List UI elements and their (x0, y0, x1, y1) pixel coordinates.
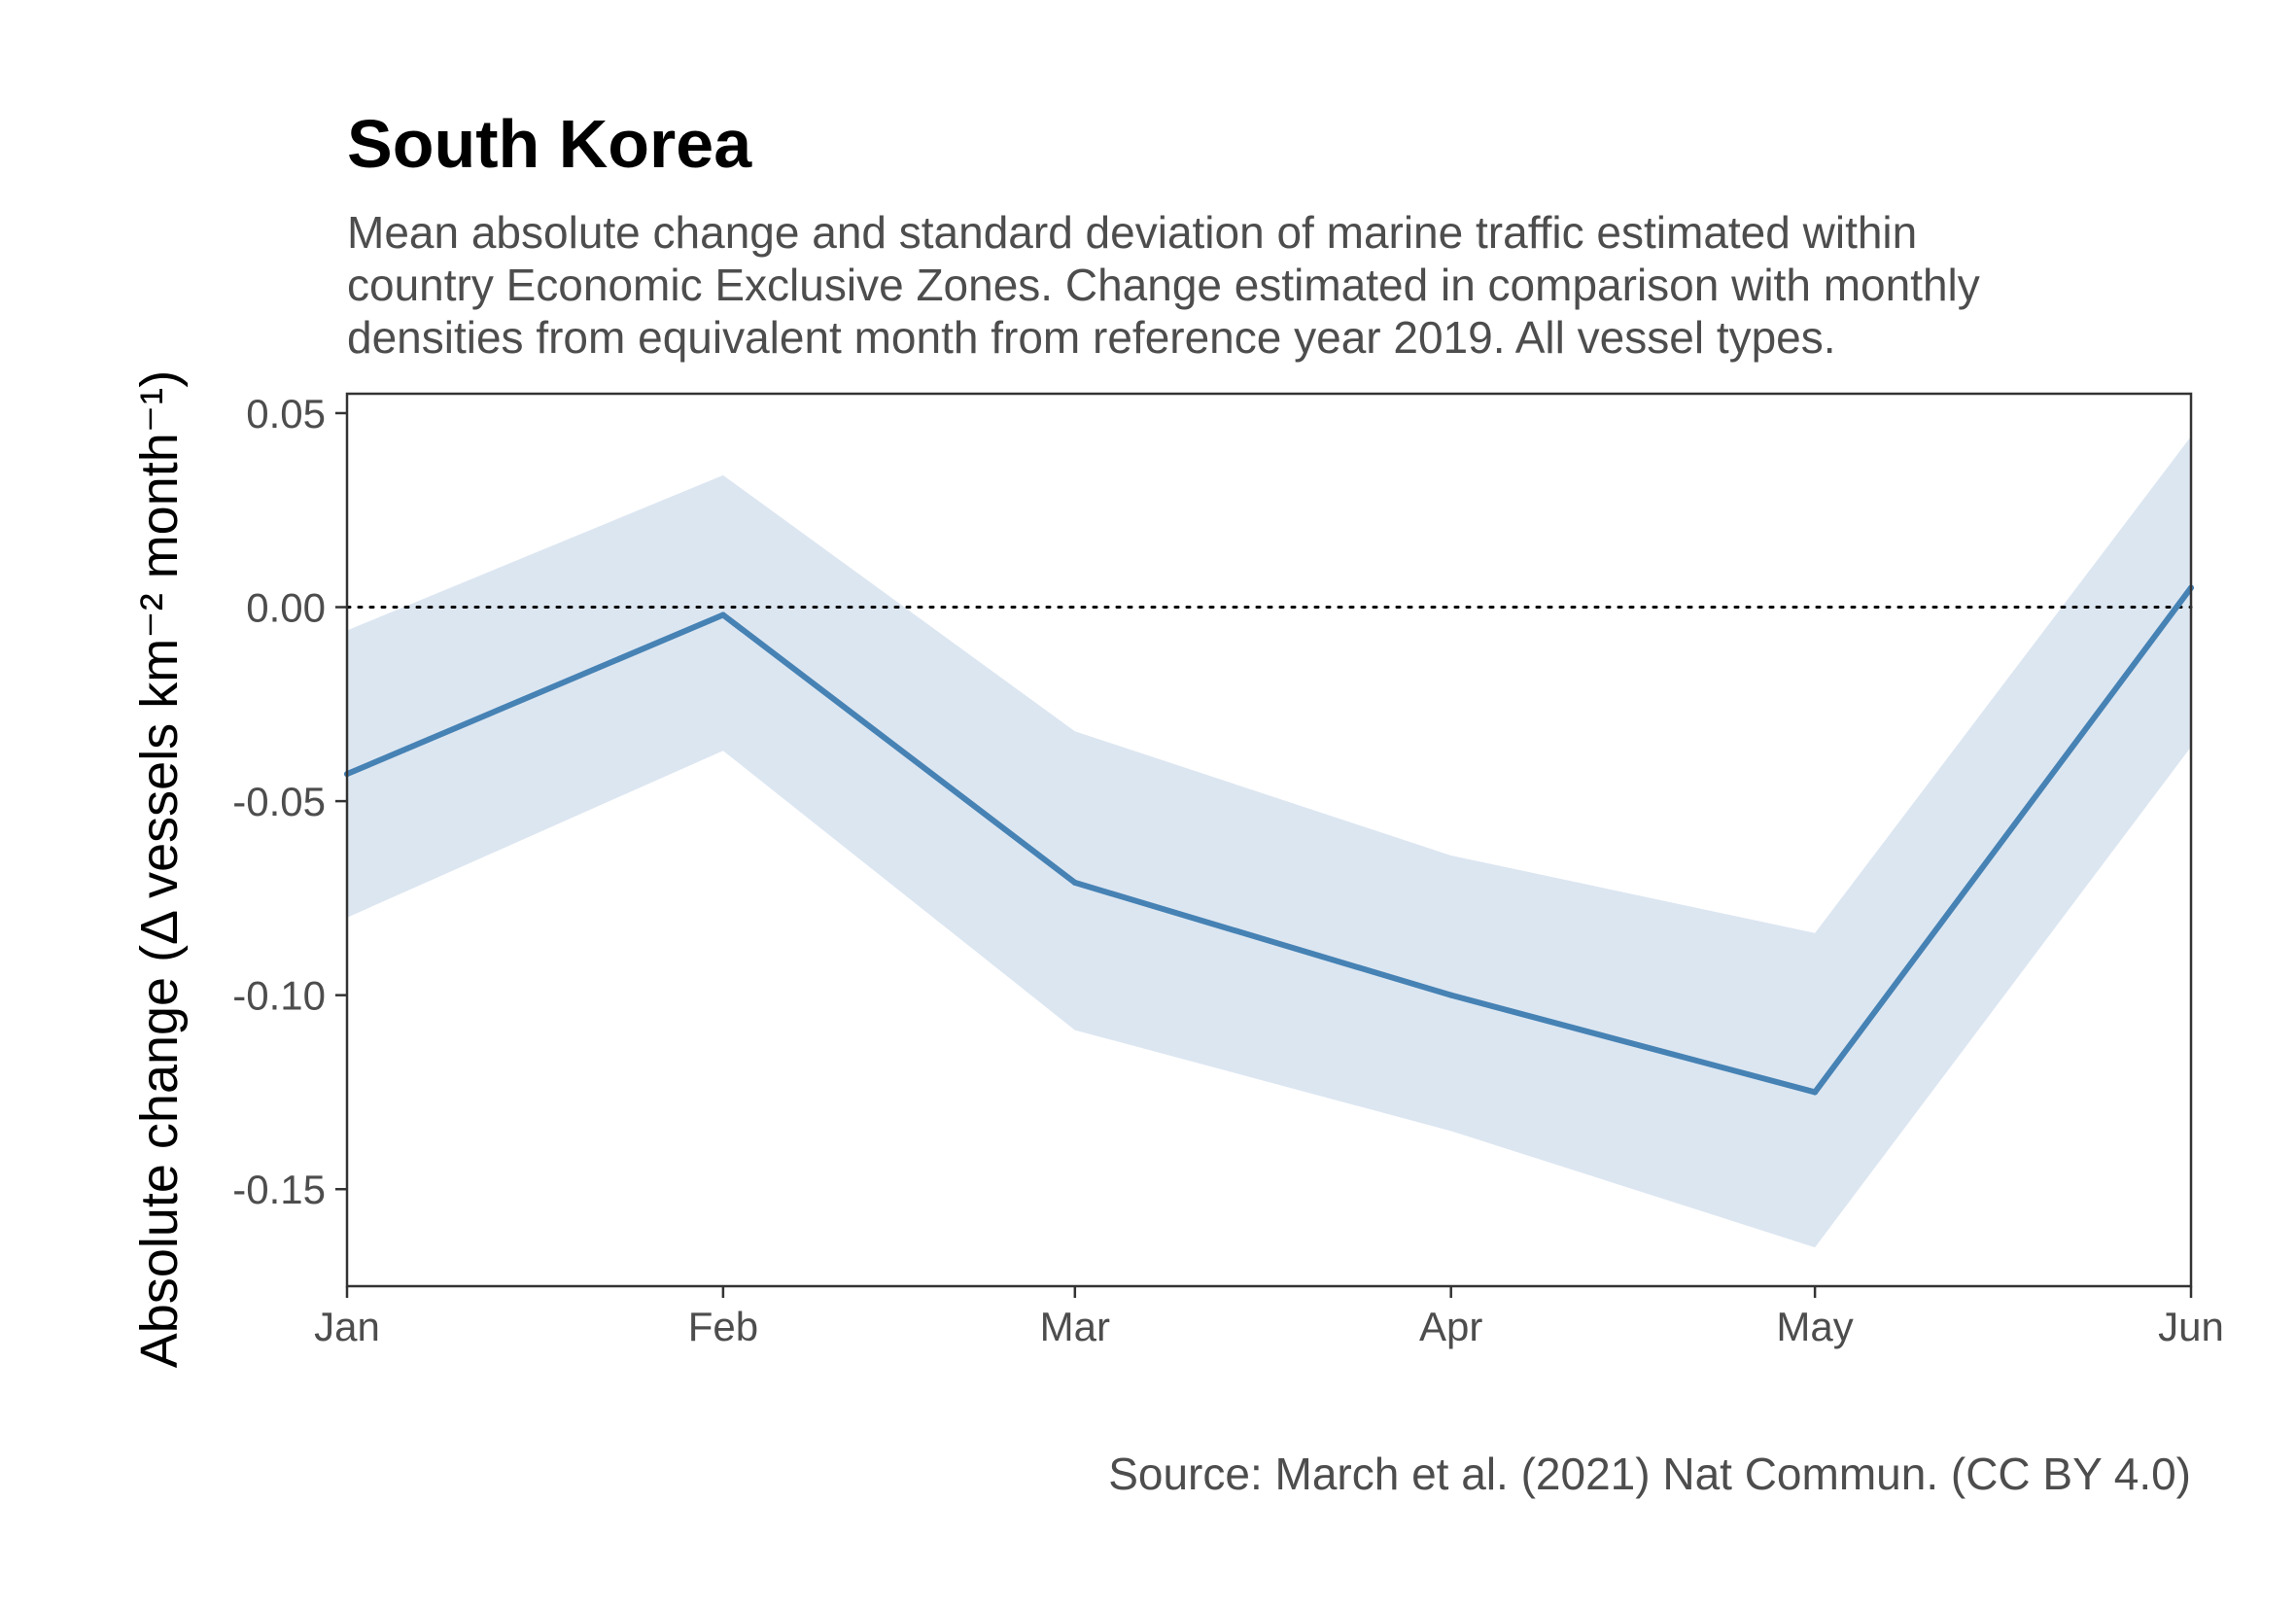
x-tick-label: May (1776, 1304, 1853, 1349)
chart-caption: Source: March et al. (2021) Nat Commun. … (1108, 1449, 2191, 1499)
chart-subtitle: Mean absolute change and standard deviat… (347, 207, 1980, 363)
y-tick-label: -0.15 (232, 1167, 326, 1212)
mean-point (1447, 992, 1454, 998)
mean-point (1812, 1089, 1819, 1096)
y-axis: 0.05 0.00 -0.05 -0.10 -0.15 (232, 391, 347, 1212)
mean-point (1071, 879, 1078, 886)
plot-area (344, 392, 2194, 1288)
mean-line-segment (1071, 879, 1454, 998)
y-tick-label: -0.05 (232, 779, 326, 824)
x-axis: Jan Feb Mar Apr May Jun (314, 1286, 2224, 1349)
x-tick-label: Feb (688, 1304, 758, 1349)
mean-point (719, 611, 726, 618)
x-tick-label: Mar (1040, 1304, 1110, 1349)
y-tick-label: 0.05 (246, 391, 326, 437)
chart-title: South Korea (347, 106, 752, 182)
x-tick-label: Apr (1419, 1304, 1482, 1349)
mean-line-segment (1447, 992, 1819, 1096)
subtitle-line: Mean absolute change and standard deviat… (347, 207, 1917, 258)
x-tick-label: Jun (2158, 1304, 2224, 1349)
mean-line-segment (719, 611, 1078, 886)
y-tick-label: -0.10 (232, 973, 326, 1019)
subtitle-line: country Economic Exclusive Zones. Change… (347, 260, 1980, 310)
mean-line-segment (1812, 584, 2194, 1096)
subtitle-line: densities from equivalent month from ref… (347, 312, 1836, 363)
x-tick-label: Jan (314, 1304, 380, 1349)
y-tick-label: 0.00 (246, 585, 326, 631)
mean-line-segment (344, 611, 726, 778)
panel-border (345, 392, 2193, 1288)
sd-ribbon (347, 436, 2191, 1248)
y-axis-title: Absolute change (Δ vessels km⁻² month⁻¹) (130, 370, 189, 1368)
